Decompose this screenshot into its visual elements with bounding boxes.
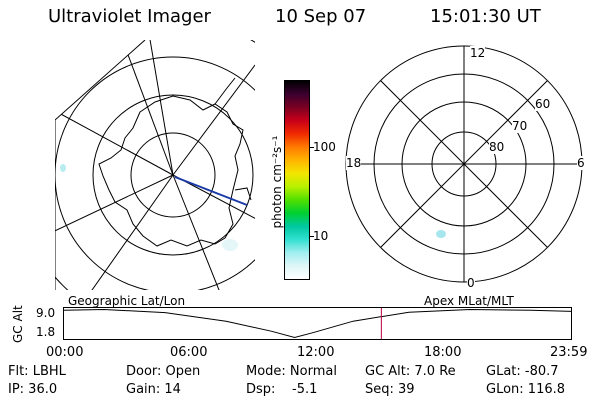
altitude-curve (63, 308, 572, 339)
apex-projection-label: Apex MLat/MLT (424, 294, 514, 308)
geographic-projection-label: Geographic Lat/Lon (68, 294, 186, 308)
time-tick-1200: 12:00 (297, 345, 335, 360)
ip-info: IP: 36.0 (8, 382, 58, 397)
mlt-label-6: 6 (577, 156, 585, 170)
meridian-line (144, 40, 174, 176)
geographic-map (55, 40, 255, 290)
seq-info: Seq: 39 (365, 382, 415, 397)
latitude-circle-80 (130, 132, 216, 218)
coastline (214, 77, 236, 105)
date-label: 10 Sep 07 (275, 6, 367, 27)
sun-direction-line (174, 176, 248, 206)
colorbar-tick-100 (309, 147, 314, 148)
dsp-value: -5.1 (292, 382, 318, 397)
emission-patch (436, 230, 446, 238)
colorbar-unit-label: photon cm⁻²s⁻¹ (270, 135, 284, 229)
altitude-timeline (63, 307, 572, 340)
coastline (234, 187, 252, 201)
colorbar-label-100: 100 (313, 140, 336, 154)
mlat-label-60: 60 (535, 97, 551, 111)
filter-info: Flt: LBHL (8, 364, 66, 379)
coastline (98, 95, 244, 247)
mode-info: Mode: Normal (246, 364, 337, 379)
door-info: Door: Open (126, 364, 201, 379)
mlt-label-18: 18 (346, 156, 362, 170)
emission-patch (60, 164, 66, 172)
latitude-circle-60 (55, 56, 255, 290)
instrument-title: Ultraviolet Imager (48, 6, 211, 27)
time-tick-0000: 00:00 (46, 345, 84, 360)
glat-info: GLat: -80.7 (486, 364, 559, 379)
mlat-label-80: 80 (489, 140, 505, 154)
mlat-mlt-plot (345, 45, 583, 283)
time-tick-2359: 23:59 (550, 345, 588, 360)
time-label: 15:01:30 UT (430, 6, 541, 27)
mlt-label-0: 0 (467, 276, 475, 290)
meridian-line (55, 174, 174, 246)
colorbar (284, 80, 310, 280)
meridian-line (172, 174, 255, 251)
ytick-label-high: 9.0 (36, 306, 56, 320)
meridian-line (84, 174, 174, 290)
dsp-label: Dsp: (246, 382, 276, 397)
mlt-line-diagonal (380, 80, 548, 248)
ytick-label-low: 1.8 (36, 325, 56, 339)
glon-info: GLon: 116.8 (486, 382, 566, 397)
gc-alt-axis-label: GC Alt (11, 305, 25, 343)
gain-info: Gain: 14 (126, 382, 181, 397)
emission-patch (222, 239, 238, 251)
meridian-line (172, 174, 236, 290)
mlt-label-12: 12 (470, 46, 486, 60)
timeline-frame (63, 307, 572, 340)
mlat-label-70: 70 (512, 119, 528, 133)
meridian-line (172, 64, 255, 176)
time-tick-1800: 18:00 (424, 345, 462, 360)
colorbar-label-10: 10 (313, 229, 329, 243)
map-frame (55, 40, 146, 121)
time-tick-0600: 06:00 (170, 345, 208, 360)
latitude-circle-70 (92, 94, 254, 256)
gc-alt-info: GC Alt: 7.0 Re (365, 364, 456, 379)
colorbar-tick-10 (309, 236, 314, 237)
meridian-line (55, 99, 174, 176)
